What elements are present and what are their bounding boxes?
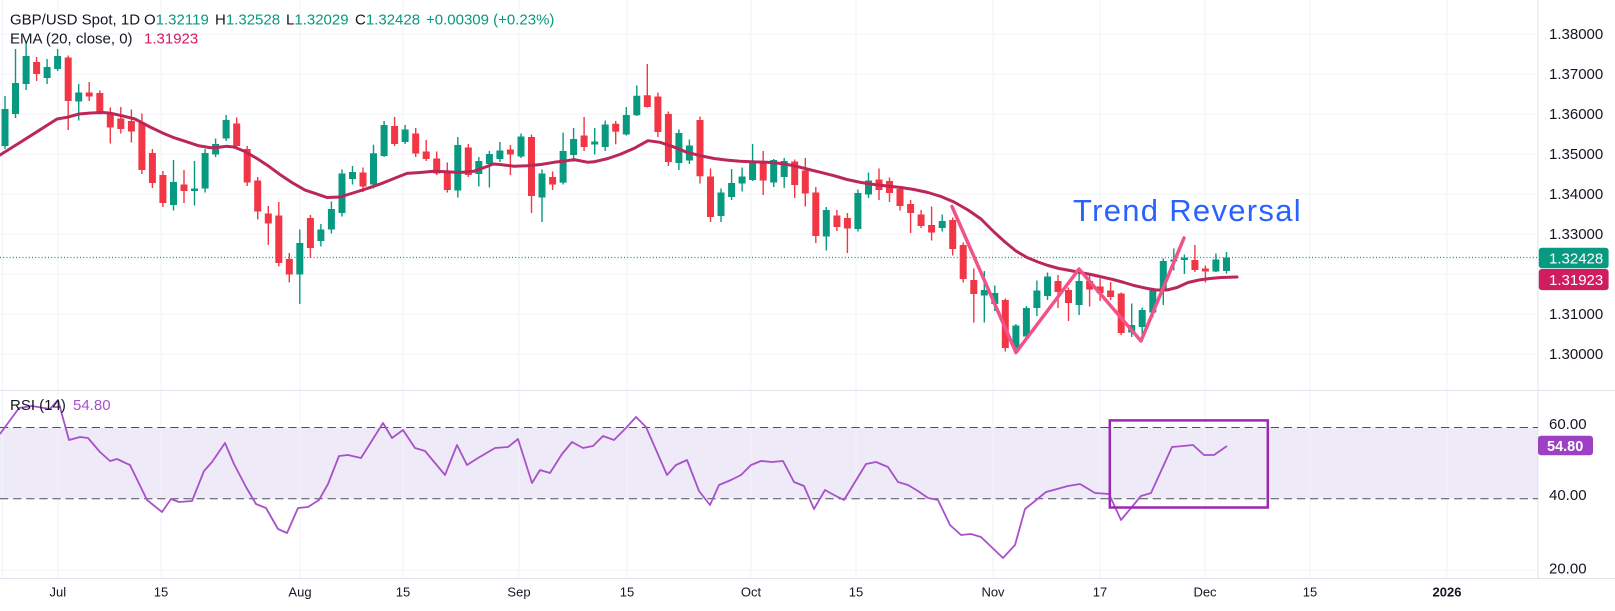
svg-text:15: 15 <box>154 585 168 600</box>
svg-text:1.36000: 1.36000 <box>1549 106 1603 123</box>
svg-text:Sep: Sep <box>507 585 530 600</box>
svg-text:15: 15 <box>620 585 634 600</box>
svg-text:Nov: Nov <box>981 585 1005 600</box>
svg-text:1.34000: 1.34000 <box>1549 186 1603 203</box>
svg-text:L1.32029: L1.32029 <box>286 12 349 29</box>
svg-text:1.35000: 1.35000 <box>1549 146 1603 163</box>
svg-text:54.80: 54.80 <box>1547 439 1583 455</box>
svg-text:Oct: Oct <box>741 585 762 600</box>
svg-text:40.00: 40.00 <box>1549 487 1587 504</box>
svg-text:1.32428: 1.32428 <box>1549 250 1603 267</box>
svg-text:Dec: Dec <box>1193 585 1217 600</box>
svg-text:15: 15 <box>396 585 410 600</box>
svg-text:Aug: Aug <box>288 585 311 600</box>
svg-text:1.31923: 1.31923 <box>144 31 198 48</box>
svg-text:15: 15 <box>1303 585 1317 600</box>
svg-text:1.38000: 1.38000 <box>1549 26 1603 43</box>
svg-text:2026: 2026 <box>1433 585 1462 600</box>
svg-text:Jul: Jul <box>49 585 66 600</box>
svg-text:1.37000: 1.37000 <box>1549 66 1603 83</box>
svg-text:EMA (20, close, 0): EMA (20, close, 0) <box>10 31 133 48</box>
svg-text:1.31923: 1.31923 <box>1549 272 1603 289</box>
svg-text:RSI (14): RSI (14) <box>10 397 66 414</box>
svg-text:GBP/USD Spot, 1D: GBP/USD Spot, 1D <box>10 12 140 29</box>
svg-text:C1.32428: C1.32428 <box>355 12 420 29</box>
svg-text:17: 17 <box>1093 585 1107 600</box>
svg-text:O1.32119: O1.32119 <box>144 12 209 29</box>
svg-text:1.30000: 1.30000 <box>1549 346 1603 363</box>
svg-text:20.00: 20.00 <box>1549 561 1587 578</box>
svg-text:54.80: 54.80 <box>73 397 111 414</box>
svg-text:60.00: 60.00 <box>1549 416 1587 433</box>
svg-text:H1.32528: H1.32528 <box>215 12 280 29</box>
svg-text:+0.00309 (+0.23%): +0.00309 (+0.23%) <box>426 12 554 29</box>
svg-text:1.33000: 1.33000 <box>1549 226 1603 243</box>
svg-text:Trend Reversal: Trend Reversal <box>1073 193 1302 228</box>
svg-text:15: 15 <box>849 585 863 600</box>
svg-text:1.31000: 1.31000 <box>1549 306 1603 323</box>
